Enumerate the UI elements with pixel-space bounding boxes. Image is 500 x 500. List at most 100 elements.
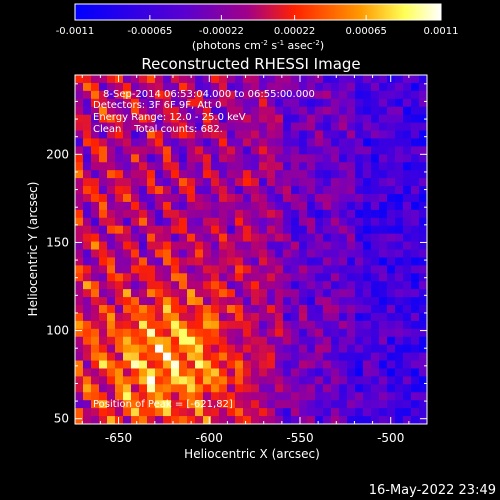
heatmap-cell (163, 305, 172, 314)
heatmap-cell (251, 312, 260, 322)
heatmap-cell (387, 265, 396, 274)
heatmap-cell (75, 241, 84, 251)
heatmap-cell (155, 368, 164, 378)
heatmap-cell (291, 106, 300, 116)
heatmap-cell (395, 162, 404, 171)
heatmap-cell (99, 352, 108, 362)
heatmap-cell (267, 344, 276, 354)
heatmap-cell (171, 138, 180, 147)
heatmap-cell (227, 217, 236, 227)
heatmap-cell (179, 98, 188, 108)
heatmap-cell (203, 146, 212, 155)
heatmap-cell (107, 336, 116, 346)
heatmap-cell (371, 312, 380, 322)
heatmap-cell (331, 82, 340, 92)
heatmap-cell (387, 297, 396, 306)
heatmap-cell (251, 178, 260, 187)
colorbar-tick-label: -0.00065 (127, 26, 172, 37)
heatmap-cell (123, 360, 132, 370)
heatmap-cell (363, 328, 372, 338)
heatmap-cell (331, 162, 340, 171)
heatmap-cell (291, 162, 300, 171)
heatmap-cell (387, 305, 396, 314)
heatmap-cell (219, 154, 228, 163)
heatmap-cell (403, 416, 412, 424)
heatmap-cell (251, 209, 260, 219)
heatmap-cell (243, 312, 252, 322)
heatmap-cell (219, 352, 228, 362)
heatmap-cell (411, 146, 420, 155)
heatmap-cell (203, 392, 212, 401)
heatmap-cell (75, 273, 84, 282)
heatmap-cell (83, 265, 92, 274)
heatmap-cell (107, 114, 116, 124)
heatmap-cell (187, 82, 196, 92)
heatmap-cell (251, 122, 260, 132)
heatmap-cell (195, 217, 204, 227)
heatmap-cell (307, 352, 316, 362)
heatmap-cell (331, 297, 340, 306)
heatmap-cell (411, 106, 420, 116)
heatmap-cell (315, 162, 324, 171)
heatmap-cell (147, 320, 156, 330)
heatmap-cell (187, 138, 196, 147)
heatmap-cell (171, 368, 180, 378)
heatmap-cell (219, 201, 228, 211)
heatmap-cell (331, 368, 340, 378)
heatmap-cell (307, 154, 316, 163)
heatmap-cell (155, 193, 164, 203)
heatmap-cell (403, 392, 412, 401)
heatmap-cell (355, 408, 364, 417)
heatmap-cell (395, 225, 404, 235)
heatmap-cell (123, 114, 132, 124)
heatmap-cell (355, 130, 364, 140)
heatmap-cell (347, 170, 356, 179)
heatmap-cell (371, 249, 380, 259)
heatmap-cell (195, 392, 204, 401)
heatmap-cell (75, 186, 84, 195)
heatmap-cell (99, 193, 108, 203)
heatmap-cell (331, 233, 340, 243)
heatmap-cell (243, 297, 252, 306)
heatmap-cell (275, 368, 284, 378)
heatmap-cell (251, 416, 260, 424)
heatmap-cell (171, 82, 180, 92)
heatmap-cell (355, 82, 364, 92)
heatmap-cell (379, 233, 388, 243)
heatmap-cell (179, 400, 188, 409)
heatmap-cell (395, 233, 404, 243)
heatmap-cell (251, 233, 260, 243)
heatmap-cell (131, 82, 140, 92)
heatmap-cell (235, 392, 244, 401)
heatmap-cell (107, 344, 116, 354)
heatmap-cell (331, 241, 340, 251)
heatmap-cell (275, 217, 284, 227)
heatmap-cell (91, 368, 100, 378)
heatmap-cell (379, 368, 388, 378)
heatmap-cell (147, 114, 156, 124)
heatmap-cell (195, 312, 204, 322)
heatmap-cell (267, 408, 276, 417)
heatmap-cell (115, 82, 124, 92)
heatmap-cell (315, 368, 324, 378)
heatmap-cell (419, 186, 427, 195)
heatmap-cell (235, 193, 244, 203)
heatmap-cell (355, 416, 364, 424)
heatmap-cell (275, 146, 284, 155)
heatmap-cell (203, 344, 212, 354)
heatmap-cell (299, 408, 308, 417)
heatmap-cell (203, 90, 212, 100)
heatmap-cell (107, 312, 116, 322)
heatmap-cell (251, 82, 260, 92)
heatmap-cell (107, 178, 116, 187)
heatmap-cell (83, 257, 92, 266)
heatmap-cell (267, 75, 276, 84)
heatmap-cell (179, 305, 188, 314)
heatmap-cell (395, 273, 404, 282)
heatmap-cell (75, 217, 84, 227)
heatmap-cell (291, 114, 300, 124)
heatmap-cell (387, 162, 396, 171)
heatmap-cell (419, 312, 427, 322)
heatmap-cell (355, 162, 364, 171)
heatmap-cell (171, 98, 180, 108)
